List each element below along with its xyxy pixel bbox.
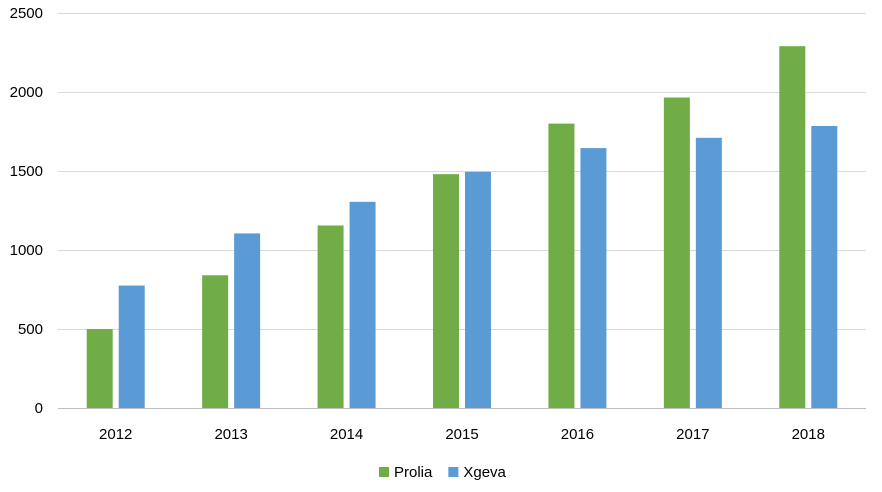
y-axis-ticks: 0 500 1000 1500 2000 2500 [10, 5, 43, 417]
legend-label-xgeva: Xgeva [463, 464, 506, 481]
legend: Prolia Xgeva [379, 464, 507, 481]
legend-swatch-prolia [379, 467, 389, 477]
bar-prolia-2012 [86, 329, 113, 408]
y-tick-label: 2500 [10, 5, 43, 22]
legend-label-prolia: Prolia [394, 464, 433, 481]
bar-prolia-2018 [779, 46, 806, 409]
x-tick-label: 2015 [445, 426, 478, 443]
bar-prolia-2017 [663, 97, 690, 408]
bar-xgeva-2013 [234, 233, 261, 408]
x-tick-label: 2013 [214, 426, 247, 443]
y-tick-label: 500 [18, 321, 43, 338]
bar-xgeva-2017 [695, 137, 722, 408]
x-tick-label: 2017 [676, 426, 709, 443]
y-tick-label: 1500 [10, 163, 43, 180]
bar-prolia-2014 [317, 225, 344, 408]
bar-prolia-2016 [548, 123, 575, 408]
y-tick-label: 1000 [10, 242, 43, 259]
bar-xgeva-2012 [118, 285, 145, 408]
bar-xgeva-2014 [349, 201, 376, 408]
bar-xgeva-2016 [580, 148, 607, 408]
y-tick-label: 0 [35, 400, 43, 417]
x-tick-label: 2014 [330, 426, 363, 443]
bar-prolia-2013 [202, 275, 229, 408]
bar-xgeva-2018 [811, 125, 838, 408]
gridlines [58, 13, 866, 330]
legend-swatch-xgeva [448, 467, 459, 477]
y-tick-label: 2000 [10, 84, 43, 101]
x-tick-label: 2018 [792, 426, 825, 443]
bars [86, 46, 838, 409]
x-tick-label: 2016 [561, 426, 594, 443]
bar-xgeva-2015 [465, 171, 491, 408]
bar-prolia-2015 [433, 174, 459, 408]
x-axis-ticks: 2012 2013 2014 2015 2016 2017 2018 [99, 426, 825, 443]
x-tick-label: 2012 [99, 426, 132, 443]
